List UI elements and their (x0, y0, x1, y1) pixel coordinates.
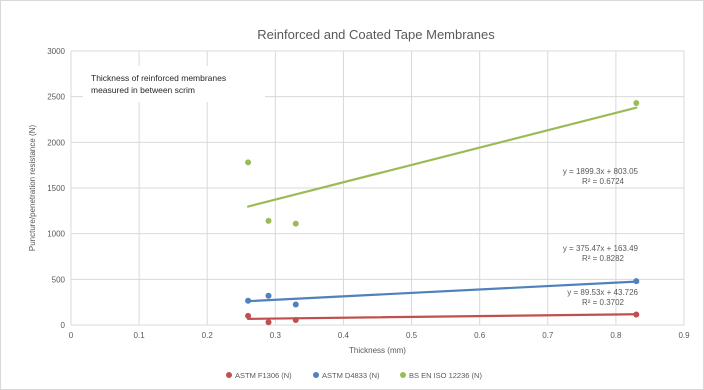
y-tick-label: 500 (52, 275, 66, 284)
trendlines (246, 106, 638, 320)
y-tick-label: 1500 (47, 184, 65, 193)
x-tick-label: 0.3 (270, 331, 282, 340)
trendline-equation: y = 375.47x + 163.49 (563, 244, 639, 253)
y-axis-title: Puncture/penetration resistance (N) (28, 125, 37, 252)
data-point-series-2 (633, 100, 640, 107)
data-point-series-1 (245, 297, 252, 304)
x-tick-label: 0.4 (338, 331, 350, 340)
legend-marker-series-1 (313, 372, 319, 378)
legend-marker-series-2 (400, 372, 406, 378)
x-tick-label: 0.1 (134, 331, 146, 340)
legend-label-series-0: ASTM F1306 (N) (235, 371, 292, 380)
trendline-series-1 (246, 280, 638, 303)
x-tick-label: 0.5 (406, 331, 418, 340)
data-point-series-1 (265, 292, 272, 299)
annotation-box: Thickness of reinforced membranes measure… (83, 66, 265, 102)
y-tick-label: 2000 (47, 138, 65, 147)
data-point-series-1 (292, 301, 299, 308)
trendline-equation: y = 89.53x + 43.726 (567, 288, 638, 297)
y-tick-label: 0 (61, 321, 66, 330)
data-point-series-0 (633, 311, 640, 318)
annotation-background (83, 66, 265, 102)
x-tick-label: 0.7 (542, 331, 554, 340)
y-tick-label: 2500 (47, 93, 65, 102)
annotation-text: measured in between scrim (91, 85, 195, 95)
trendline-series-2 (246, 106, 638, 208)
x-tick-label: 0.6 (474, 331, 486, 340)
y-tick-label: 3000 (47, 47, 65, 56)
x-axis-title: Thickness (mm) (349, 346, 406, 355)
legend-label-series-2: BS EN ISO 12236 (N) (409, 371, 482, 380)
data-point-series-2 (265, 217, 272, 224)
legend: ASTM F1306 (N) ASTM D4833 (N) BS EN ISO 12… (226, 371, 482, 380)
data-point-series-0 (265, 319, 272, 326)
trendline-equation: y = 1899.3x + 803.05 (563, 167, 639, 176)
x-tick-label: 0.9 (678, 331, 690, 340)
trendline-series-0 (246, 313, 638, 320)
data-point-series-2 (245, 159, 252, 166)
data-point-series-0 (245, 312, 252, 319)
trendline-r-squared: R² = 0.8282 (582, 254, 625, 263)
y-tick-label: 1000 (47, 230, 65, 239)
x-tick-label: 0 (69, 331, 74, 340)
data-point-series-0 (292, 316, 299, 323)
legend-marker-series-0 (226, 372, 232, 378)
chart-title: Reinforced and Coated Tape Membranes (257, 27, 495, 42)
data-point-series-2 (292, 220, 299, 227)
trendline-r-squared: R² = 0.6724 (582, 177, 625, 186)
data-points (245, 100, 640, 326)
x-tick-label: 0.8 (610, 331, 622, 340)
legend-label-series-1: ASTM D4833 (N) (322, 371, 380, 380)
x-tick-label: 0.2 (202, 331, 214, 340)
data-point-series-1 (633, 278, 640, 285)
axes: 0 500 1000 1500 2000 2500 3000 0 0.1 0.2 0.3 0.4 0.5… (28, 47, 690, 355)
annotation-text: Thickness of reinforced membranes (91, 73, 226, 83)
trendline-r-squared: R² = 0.3702 (582, 298, 625, 307)
